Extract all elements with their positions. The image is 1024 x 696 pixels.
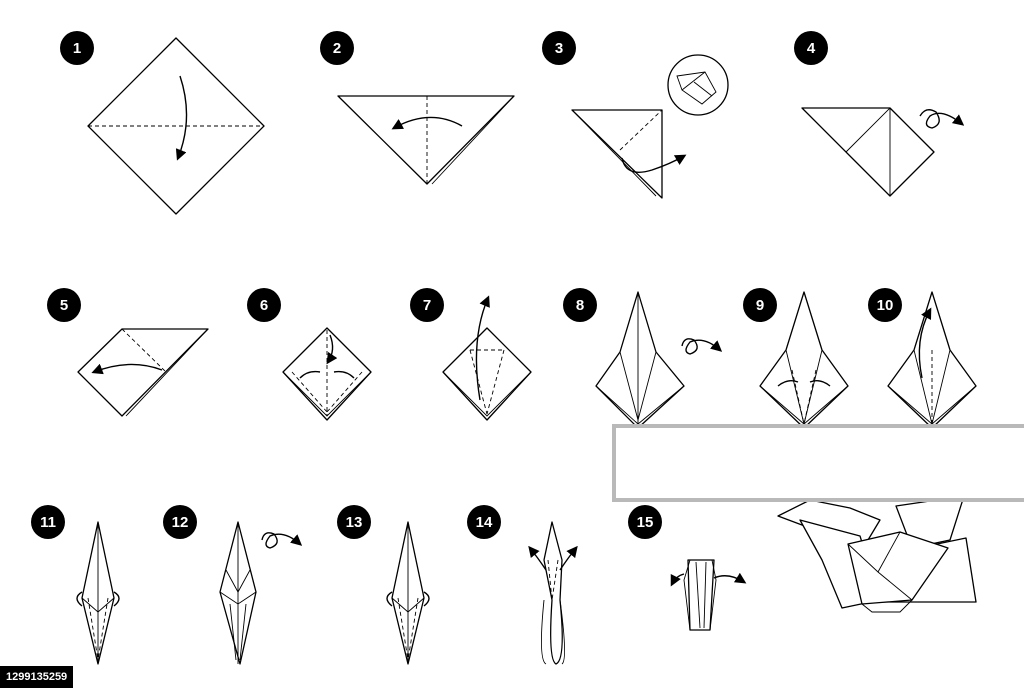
step-4-figure xyxy=(801,107,965,197)
step-1-figure xyxy=(87,37,265,215)
step-12-figure xyxy=(219,521,303,665)
step-badge-13: 13 xyxy=(337,505,371,539)
step-14-figure xyxy=(528,521,578,665)
step-badge-12: 12 xyxy=(163,505,197,539)
step-number: 3 xyxy=(555,40,563,57)
step-11-figure xyxy=(76,521,120,665)
step-badge-7: 7 xyxy=(410,288,444,322)
step-13-figure xyxy=(386,521,430,665)
step-badge-4: 4 xyxy=(794,31,828,65)
step-number: 11 xyxy=(40,514,56,531)
step-number: 4 xyxy=(807,40,816,57)
step-number: 9 xyxy=(756,297,764,314)
step-8-figure xyxy=(595,291,723,429)
step-number: 7 xyxy=(423,297,431,314)
step-10-figure xyxy=(887,291,977,429)
step-badge-6: 6 xyxy=(247,288,281,322)
step-7-figure xyxy=(442,295,532,421)
finished-crane xyxy=(777,495,977,613)
step-number: 15 xyxy=(637,514,654,531)
watermark-banner xyxy=(612,424,1024,502)
step-3-figure xyxy=(571,54,729,199)
step-number: 8 xyxy=(576,297,584,314)
step-badge-8: 8 xyxy=(563,288,597,322)
step-number: 5 xyxy=(60,297,68,314)
image-id-label: 1299135259 xyxy=(0,666,74,688)
step-6-figure xyxy=(282,327,372,421)
step-number: 1 xyxy=(73,40,81,57)
step-badge-15: 15 xyxy=(628,505,662,539)
step-badge-1: 1 xyxy=(60,31,94,65)
step-number: 13 xyxy=(346,514,363,531)
step-number: 10 xyxy=(877,297,894,314)
step-badge-11: 11 xyxy=(31,505,65,539)
step-number: 12 xyxy=(172,514,189,531)
step-badge-3: 3 xyxy=(542,31,576,65)
step-badge-5: 5 xyxy=(47,288,81,322)
step-badge-14: 14 xyxy=(467,505,501,539)
step-badge-2: 2 xyxy=(320,31,354,65)
step-5-figure xyxy=(77,328,209,417)
step-15-figure xyxy=(670,559,747,631)
step-number: 6 xyxy=(260,297,268,314)
step-number: 14 xyxy=(476,514,493,531)
step-number: 2 xyxy=(333,40,341,57)
step-badge-10: 10 xyxy=(868,288,902,322)
step-badge-9: 9 xyxy=(743,288,777,322)
step-2-figure xyxy=(337,95,515,185)
